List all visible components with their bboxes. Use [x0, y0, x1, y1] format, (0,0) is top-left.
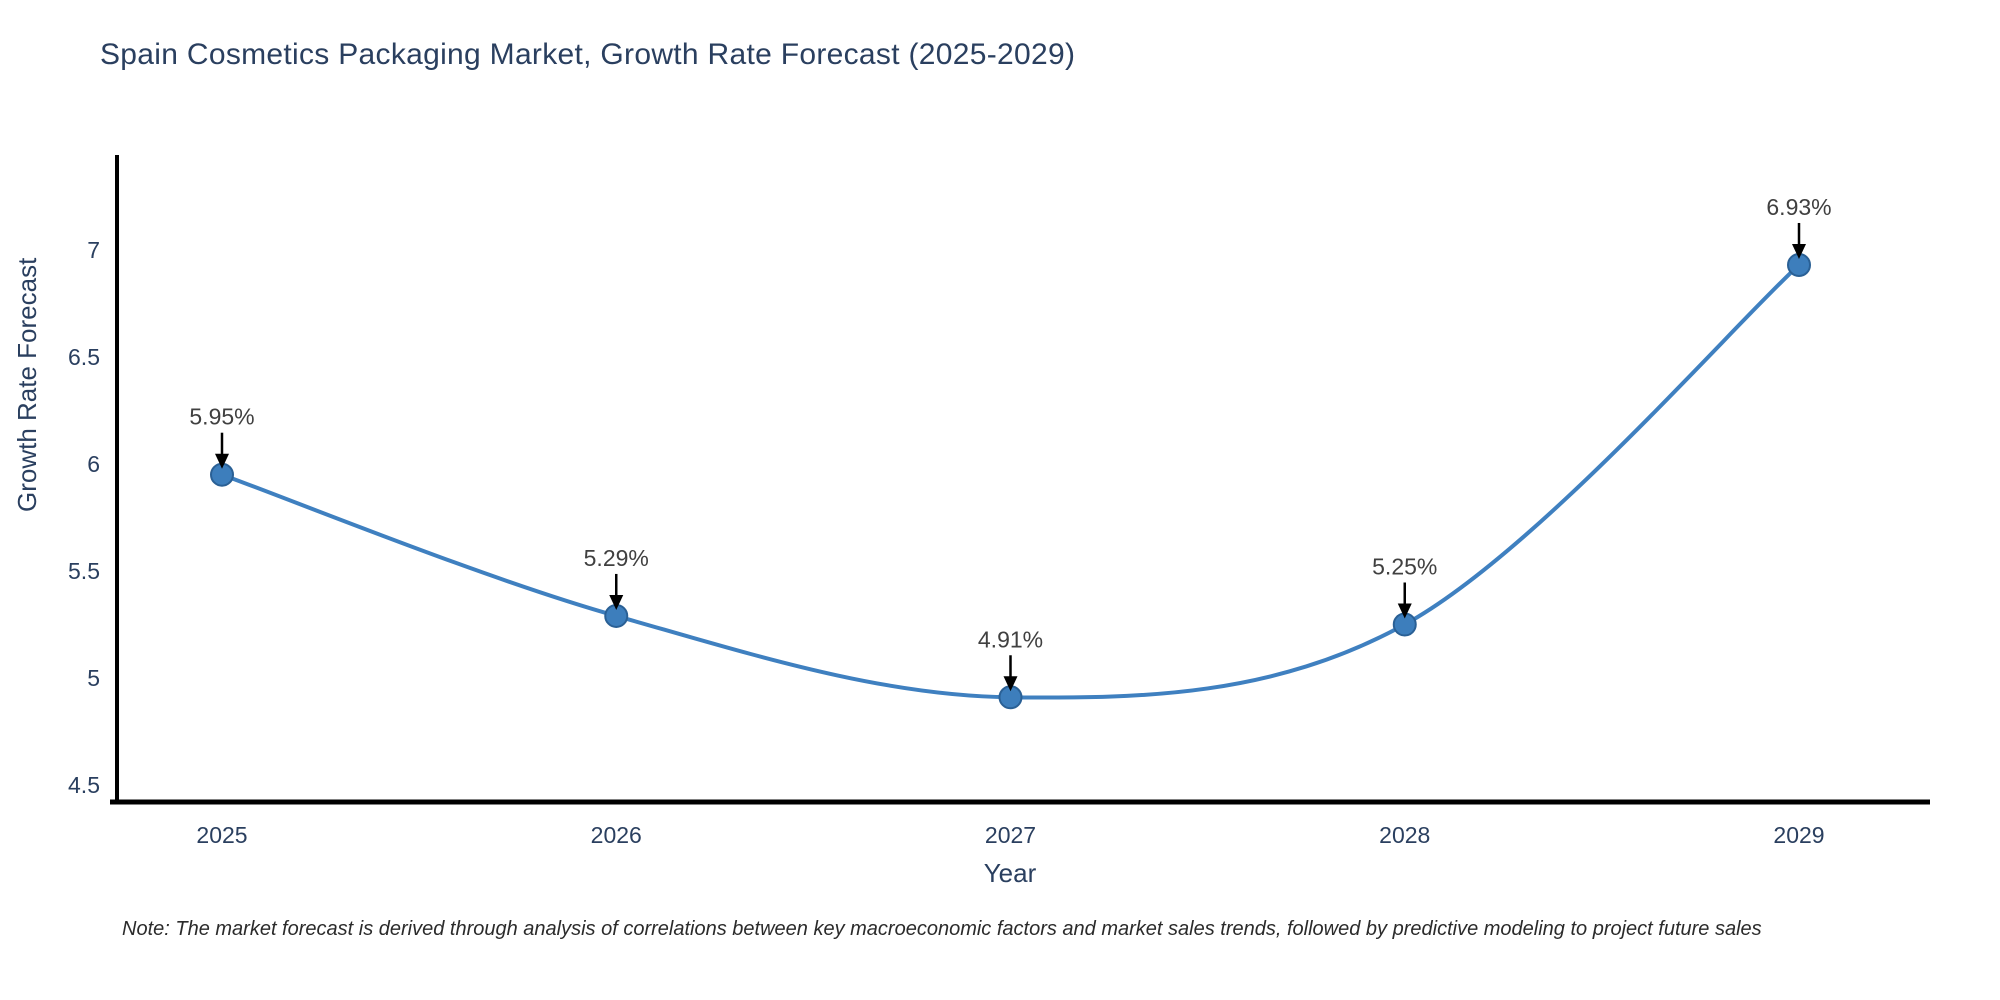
annotation-arrow-head [215, 453, 229, 469]
annotation-label: 5.25% [1372, 554, 1437, 580]
y-tick-label: 7 [87, 237, 100, 263]
annotation-label: 4.91% [978, 626, 1043, 652]
annotation-arrow-head [1397, 603, 1412, 619]
annotation-label: 6.93% [1766, 194, 1831, 220]
x-axis-title: Year [983, 858, 1037, 888]
annotation-label: 5.29% [584, 545, 649, 571]
x-tick-label: 2027 [985, 822, 1036, 848]
x-tick-label: 2028 [1379, 822, 1430, 848]
chart-title: Spain Cosmetics Packaging Market, Growth… [100, 38, 1076, 71]
y-tick-label: 4.5 [68, 772, 100, 798]
y-tick-label: 5 [87, 665, 100, 691]
x-tick-label: 2029 [1773, 822, 1824, 848]
y-tick-label: 5.5 [68, 558, 100, 584]
annotation-arrow-head [1792, 243, 1806, 259]
annotation-arrow-head [609, 594, 624, 610]
chart-note: Note: The market forecast is derived thr… [122, 918, 1762, 940]
annotation-label: 5.95% [189, 404, 254, 430]
x-tick-label: 2026 [591, 822, 642, 848]
y-tick-label: 6.5 [68, 344, 100, 370]
annotation-arrow-head [1003, 676, 1018, 692]
x-tick-label: 2025 [196, 822, 247, 848]
y-tick-label: 6 [87, 451, 100, 477]
